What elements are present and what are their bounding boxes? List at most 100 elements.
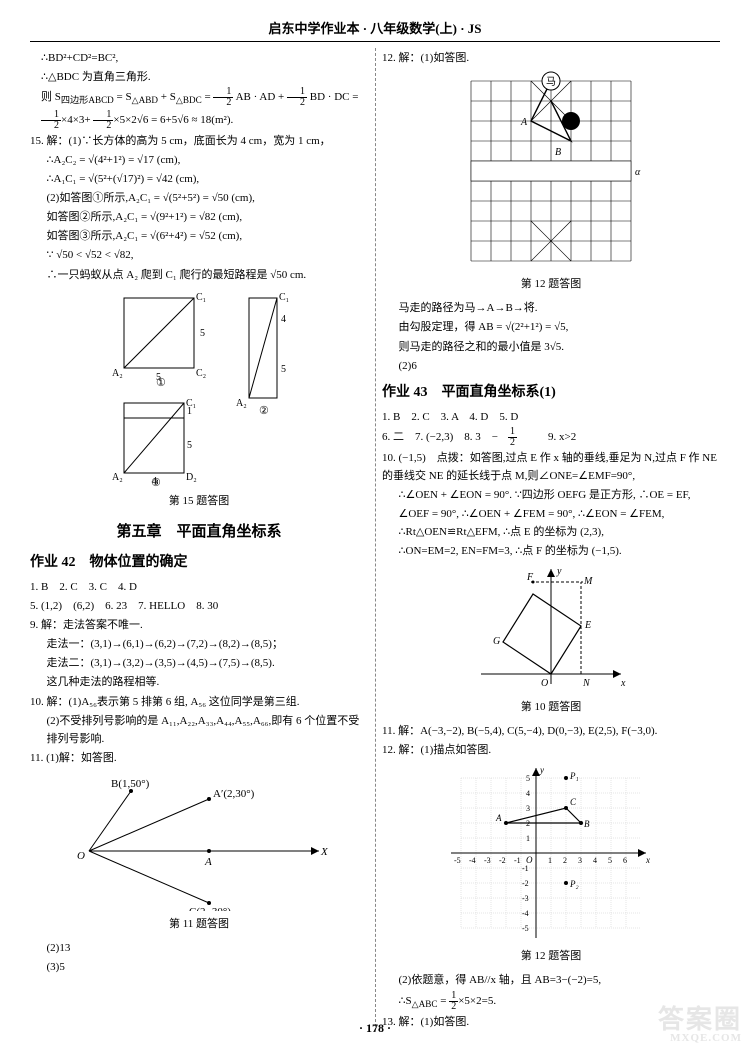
svg-text:A: A	[520, 117, 528, 128]
answer-row: 5. (1,2) (6,2) 6. 23 7. HELLO 8. 30	[30, 597, 368, 615]
svg-text:-1: -1	[522, 864, 529, 873]
svg-text:5: 5	[526, 774, 530, 783]
svg-text:B: B	[584, 819, 590, 829]
text-line: 15. 解：(1)∵长方体的高为 5 cm，底面长为 4 cm，宽为 1 cm，	[30, 132, 368, 150]
figure-11-caption: 第 11 题答图	[30, 915, 368, 933]
svg-text:A′(2,30°): A′(2,30°)	[213, 788, 255, 800]
svg-text:5: 5	[608, 856, 612, 865]
text-line: (2)不受排列号影响的是 A₁₁,A₂₂,A₃₃,A₄₄,A₅₅,A₆₆,即有 …	[30, 712, 368, 748]
svg-text:5: 5	[187, 440, 192, 451]
svg-text:x: x	[620, 678, 626, 689]
svg-text:-4: -4	[469, 856, 476, 865]
text-line: 走法二：(3,1)→(3,2)→(3,5)→(4,5)→(7,5)→(8,5).	[30, 654, 368, 672]
text-line: (3)5	[30, 958, 368, 976]
svg-text:D₂: D₂	[186, 472, 197, 483]
svg-text:2: 2	[563, 856, 567, 865]
text-line: 则马走的路径之和的最小值是 3√5.	[382, 338, 720, 356]
svg-text:A: A	[495, 813, 502, 823]
figure-12b-caption: 第 12 题答图	[382, 947, 720, 965]
svg-text:马: 马	[546, 76, 556, 88]
text-line: ∴A₂C₂ = √(4²+1²) = √17 (cm),	[30, 151, 368, 169]
svg-text:F: F	[526, 572, 534, 583]
figure-15: C₁ A₂ C₂ 5 5 ① C₁ A₂ 4 5 ② C₁ 1 5	[84, 288, 314, 488]
text-line: 10. (−1,5) 点拨：如答图,过点 E 作 x 轴的垂线,垂足为 N,过点…	[382, 449, 720, 485]
text-line: ∴ON=EM=2, EN=FM=3, ∴点 F 的坐标为 (−1,5).	[382, 542, 720, 560]
svg-text:-2: -2	[522, 879, 529, 888]
svg-text:P₁: P₁	[569, 771, 579, 781]
svg-text:O: O	[541, 678, 548, 689]
text-line: 马走的路径为马→A→B→将.	[382, 299, 720, 317]
svg-text:-4: -4	[522, 909, 529, 918]
svg-text:A₂: A₂	[236, 398, 247, 409]
answer-row: 6. 二 7. (−2,3) 8. 3 −12 9. x>2	[382, 427, 720, 448]
text-line: ∴一只蚂蚁从点 A₂ 爬到 C₁ 爬行的最短路程是 √50 cm.	[30, 266, 368, 284]
svg-text:2: 2	[526, 819, 530, 828]
svg-text:C₂: C₂	[196, 368, 206, 379]
text-line: 11. (1)解：如答图.	[30, 749, 368, 767]
svg-text:-2: -2	[499, 856, 506, 865]
svg-text:5: 5	[281, 364, 286, 375]
figure-10: F M G E O N x y	[471, 564, 631, 694]
text-line: (2)13	[30, 939, 368, 957]
svg-text:C₁: C₁	[196, 292, 206, 303]
page-header: 启东中学作业本 · 八年级数学(上) · JS	[30, 18, 720, 42]
figure-12a-caption: 第 12 题答图	[382, 275, 720, 293]
svg-text:C(2,-30°): C(2,-30°)	[189, 906, 231, 911]
svg-text:O: O	[77, 850, 85, 862]
svg-text:-3: -3	[484, 856, 491, 865]
text-line: 9. 解：走法答案不唯一.	[30, 616, 368, 634]
text-line: ∴△BDC 为直角三角形.	[30, 68, 368, 86]
svg-text:②: ②	[259, 405, 269, 417]
text-line: ∴∠OEN + ∠EON = 90°. ∵四边形 OEFG 是正方形, ∴OE …	[382, 486, 720, 540]
svg-text:4: 4	[593, 856, 597, 865]
text-line: 12×4×3+ 12×5×2√6 = 6+5√6 ≈ 18(m²).	[30, 110, 368, 131]
svg-text:-5: -5	[522, 924, 529, 933]
svg-text:4: 4	[152, 476, 157, 487]
svg-text:-5: -5	[454, 856, 461, 865]
text-line: 走法一：(3,1)→(6,1)→(6,2)→(7,2)→(8,2)→(8,5)；	[30, 635, 368, 653]
hw43-title: 作业 43 平面直角坐标系(1)	[382, 381, 720, 404]
text-line: 如答图③所示,A₂C₁ = √(6²+4²) = √52 (cm),	[30, 227, 368, 245]
svg-text:4: 4	[281, 314, 286, 325]
svg-text:A₂: A₂	[112, 472, 123, 483]
figure-15-caption: 第 15 题答图	[30, 492, 368, 510]
svg-text:α: α	[635, 167, 641, 178]
text-line: 这几种走法的路程相等.	[30, 673, 368, 691]
figure-12a: 马 A B α	[451, 71, 651, 271]
answer-row: 1. B 2. C 3. C 4. D	[30, 578, 368, 596]
svg-text:y: y	[539, 765, 544, 775]
text-line: 12. 解：(1)描点如答图.	[382, 741, 720, 759]
text-line: (2)6	[382, 357, 720, 375]
svg-text:M: M	[583, 576, 593, 587]
svg-text:N: N	[582, 678, 591, 689]
svg-text:3: 3	[526, 804, 530, 813]
svg-text:3: 3	[578, 856, 582, 865]
svg-text:1: 1	[526, 834, 530, 843]
answer-row: 1. B 2. C 3. A 4. D 5. D	[382, 408, 720, 426]
text-line: (2)依题意，得 AB//x 轴，且 AB=3−(−2)=5,	[382, 971, 720, 989]
svg-text:y: y	[556, 566, 562, 577]
svg-text:4: 4	[526, 789, 530, 798]
svg-text:B(1,50°): B(1,50°)	[111, 778, 150, 790]
figure-11: B(1,50°) A′(2,30°) O X A C(2,-30°)	[59, 771, 339, 911]
svg-text:P₂: P₂	[569, 879, 579, 889]
chapter-title: 第五章 平面直角坐标系	[30, 520, 368, 545]
svg-text:X: X	[320, 846, 329, 858]
text-line: 则 S四边形ABCD = S△ABD + S△BDC = 12 AB · AD …	[30, 87, 368, 108]
text-line: ∴A₁C₁ = √(5²+(√17)²) = √42 (cm),	[30, 170, 368, 188]
hw42-title: 作业 42 物体位置的确定	[30, 551, 368, 574]
column-divider	[375, 48, 376, 1032]
text-line: 10. 解：(1)A₅₆表示第 5 排第 6 组, A₅₆ 这位同学是第三组.	[30, 693, 368, 711]
svg-text:B: B	[555, 147, 561, 158]
right-column: 12. 解：(1)如答图.	[382, 48, 720, 1032]
svg-text:1: 1	[187, 406, 192, 417]
svg-text:①: ①	[156, 377, 166, 389]
svg-text:A₂: A₂	[112, 368, 123, 379]
svg-text:A: A	[204, 856, 212, 868]
text-line: 如答图②所示,A₂C₁ = √(9²+1²) = √82 (cm),	[30, 208, 368, 226]
svg-text:E: E	[584, 620, 591, 631]
text-line: 12. 解：(1)如答图.	[382, 49, 720, 67]
svg-text:C: C	[570, 797, 577, 807]
text-line: ∴BD²+CD²=BC²,	[30, 49, 368, 67]
svg-text:G: G	[493, 636, 500, 647]
